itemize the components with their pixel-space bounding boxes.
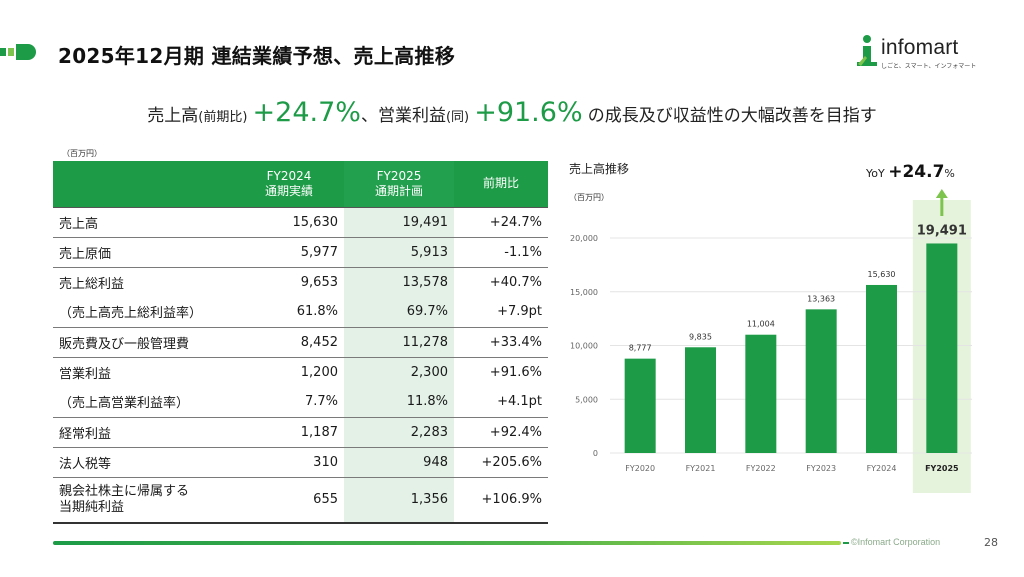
chart-title: 売上高推移 bbox=[569, 162, 630, 176]
footer-gradient-bar bbox=[53, 541, 841, 545]
x-tick-label: FY2023 bbox=[806, 464, 836, 473]
sales-growth-value: +24.7% bbox=[252, 97, 361, 128]
data-label: 9,835 bbox=[689, 332, 712, 341]
bar-FY2022 bbox=[745, 334, 777, 453]
data-label: 13,363 bbox=[807, 294, 835, 303]
y-tick-label: 20,000 bbox=[570, 234, 598, 243]
logo-wordmark: infomart bbox=[881, 36, 959, 59]
page-title: 2025年12月期 連結業績予想、売上高推移 bbox=[58, 44, 456, 68]
operating-profit-growth-value: +91.6% bbox=[474, 97, 583, 128]
x-tick-label: FY2022 bbox=[746, 464, 776, 473]
headline: 売上高(前期比) +24.7%、営業利益(同) +91.6% の成長及び収益性の… bbox=[147, 97, 877, 128]
footer-bar-dot bbox=[843, 542, 849, 544]
data-label: 19,491 bbox=[917, 223, 967, 238]
bar-FY2024 bbox=[866, 284, 897, 453]
y-tick-label: 0 bbox=[593, 449, 598, 458]
forecast-table: FY2024 通期実績 FY2025 通期計画 前期比 売上高 15,630 19,… bbox=[53, 161, 548, 524]
chart-unit-label: （百万円） bbox=[569, 193, 609, 202]
header-fy2024: FY2024 通期実績 bbox=[234, 161, 344, 207]
data-label: 8,777 bbox=[629, 344, 652, 353]
table-row: （売上高営業利益率） 7.7% 11.8% +4.1pt bbox=[53, 387, 548, 418]
sales-bar-chart: 0 5,000 10,000 15,000 20,000 8,777 FY2020 9,835… bbox=[570, 189, 972, 493]
bar-FY2020 bbox=[624, 358, 656, 453]
yoy-arrow-icon bbox=[935, 189, 948, 198]
x-tick-label: FY2021 bbox=[686, 464, 716, 473]
bar-FY2025 bbox=[926, 243, 958, 453]
y-tick-label: 5,000 bbox=[575, 395, 598, 404]
infomart-logo: infomart しごと、スマート、インフォマート bbox=[855, 34, 980, 74]
yoy-callout: YoY +24.7% bbox=[866, 162, 955, 182]
header-accent-mark bbox=[0, 44, 36, 60]
table-row: 売上原価 5,977 5,913 -1.1% bbox=[53, 237, 548, 268]
page-number: 28 bbox=[984, 536, 998, 549]
copyright: ©Infomart Corporation bbox=[851, 537, 941, 547]
table-row: 営業利益 1,200 2,300 +91.6% bbox=[53, 357, 548, 387]
logo-figure-icon bbox=[857, 35, 877, 66]
table-row: 親会社株主に帰属する 当期純利益 655 1,356 +106.9% bbox=[53, 477, 548, 524]
table-row: 販売費及び一般管理費 8,452 11,278 +33.4% bbox=[53, 327, 548, 358]
data-label: 11,004 bbox=[747, 320, 775, 329]
header-yoy: 前期比 bbox=[454, 161, 548, 207]
table-row: 売上高 15,630 19,491 +24.7% bbox=[53, 206, 548, 238]
table-unit-label: （百万円） bbox=[62, 149, 102, 158]
header-fy2025: FY2025 通期計画 bbox=[344, 161, 454, 207]
y-tick-label: 15,000 bbox=[570, 288, 598, 297]
table-row: 経常利益 1,187 2,283 +92.4% bbox=[53, 417, 548, 448]
header-label-col bbox=[53, 161, 234, 207]
table-row: 売上総利益 9,653 13,578 +40.7% bbox=[53, 267, 548, 297]
table-row: 法人税等 310 948 +205.6% bbox=[53, 447, 548, 478]
bar-FY2023 bbox=[805, 309, 837, 453]
x-tick-label: FY2025 bbox=[925, 464, 959, 473]
x-tick-label: FY2024 bbox=[867, 464, 897, 473]
bar-FY2021 bbox=[685, 347, 716, 453]
x-tick-label: FY2020 bbox=[625, 464, 655, 473]
table-row: （売上高売上総利益率） 61.8% 69.7% +7.9pt bbox=[53, 297, 548, 328]
logo-tagline: しごと、スマート、インフォマート bbox=[881, 63, 977, 70]
table-header-row: FY2024 通期実績 FY2025 通期計画 前期比 bbox=[53, 161, 548, 207]
y-tick-label: 10,000 bbox=[570, 342, 598, 351]
data-label: 15,630 bbox=[868, 270, 896, 279]
